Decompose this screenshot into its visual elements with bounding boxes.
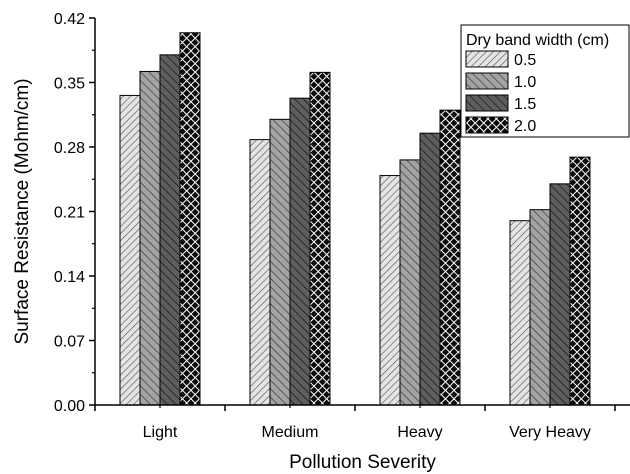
legend-items: 0.5 1.0 1.5 2.0 (465, 50, 536, 135)
legend-swatch (465, 50, 509, 68)
bar-medium-0_5 (249, 139, 271, 406)
x-tick-label: Heavy (397, 424, 442, 441)
y-tick-label: 0.07 (54, 334, 85, 351)
legend-swatch (465, 116, 509, 134)
bar-light-1_0 (139, 70, 161, 406)
bar-medium-1_5 (289, 97, 311, 406)
bar-medium-2_0 (309, 71, 331, 406)
y-tick-label: 0.42 (54, 11, 85, 28)
legend-label: 0.5 (514, 52, 536, 69)
x-axis-ticks: Light Medium Heavy Very Heavy (94, 405, 616, 441)
bar-light-1_5 (159, 54, 181, 406)
y-tick-label: 0.21 (54, 205, 85, 222)
bar-light-2_0 (179, 32, 201, 406)
bar-heavy-1_5 (419, 132, 441, 406)
bar-heavy-0_5 (379, 175, 401, 406)
bar-very-heavy-2_0 (569, 156, 591, 406)
y-tick-label: 0.28 (54, 140, 85, 157)
bar-heavy-1_0 (399, 159, 421, 406)
bar-light-0_5 (119, 94, 141, 406)
y-tick-label: 0.00 (54, 398, 85, 415)
legend-label: 1.0 (514, 74, 536, 91)
bar-medium-1_0 (269, 118, 291, 406)
legend-title: Dry band width (cm) (466, 32, 609, 49)
y-axis-title: Surface Resistance (Mohm/cm) (12, 78, 33, 344)
bar-heavy-2_0 (439, 109, 461, 406)
bar-very-heavy-0_5 (509, 220, 531, 406)
y-tick-label: 0.35 (54, 76, 85, 93)
legend-swatch (465, 94, 509, 112)
bar-very-heavy-1_0 (529, 209, 551, 406)
legend: Dry band width (cm) 0.5 1.0 1.5 2.0 (460, 24, 630, 138)
x-axis-title: Pollution Severity (289, 452, 436, 473)
y-axis-ticks: 0.00 0.07 0.14 0.21 0.28 0.35 0.42 (54, 11, 95, 415)
x-tick-label: Light (143, 424, 178, 441)
legend-swatch (465, 72, 509, 90)
bar-series-group (119, 32, 591, 406)
legend-label: 2.0 (514, 118, 536, 135)
x-tick-label: Very Heavy (509, 424, 591, 441)
bar-very-heavy-1_5 (549, 183, 571, 406)
axes: 0.00 0.07 0.14 0.21 0.28 0.35 0.42 Light Medium… (54, 11, 630, 441)
y-tick-label: 0.14 (54, 269, 85, 286)
x-tick-label: Medium (262, 424, 319, 441)
legend-label: 1.5 (514, 96, 536, 113)
